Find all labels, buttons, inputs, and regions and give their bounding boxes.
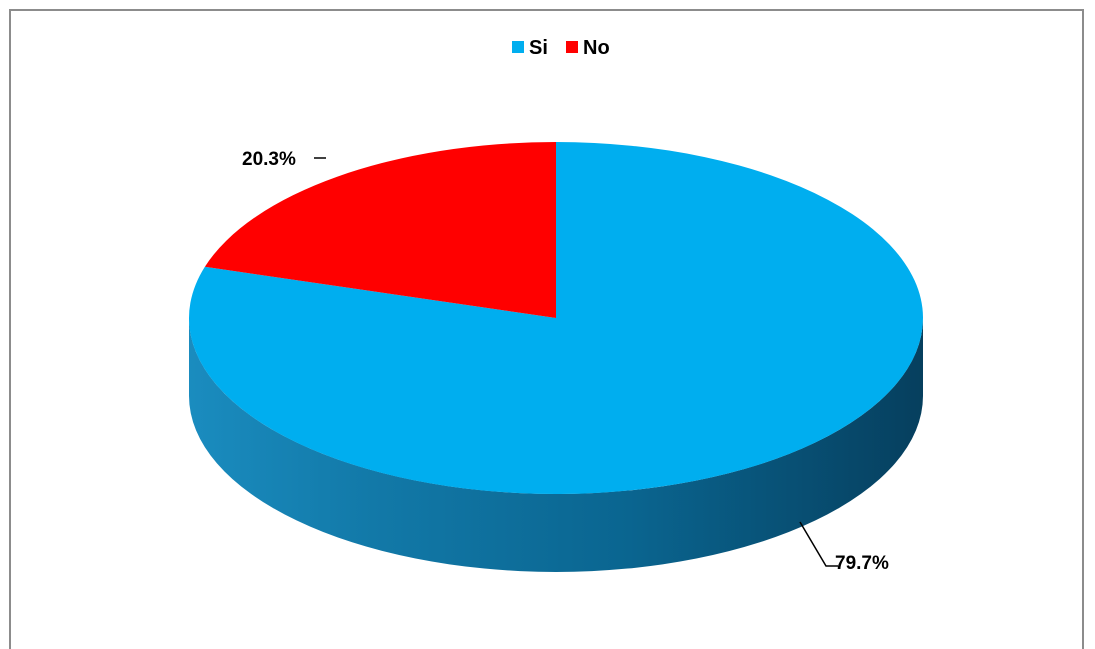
pie-slice-si bbox=[189, 142, 923, 495]
data-labels: 20.3% 79.7% bbox=[242, 149, 889, 574]
legend: Si No bbox=[512, 37, 610, 59]
data-label-no: 20.3% bbox=[242, 149, 296, 170]
legend-label-si: Si bbox=[529, 37, 548, 59]
data-label-si: 79.7% bbox=[835, 553, 889, 574]
pie-body bbox=[189, 142, 923, 572]
pie-side-si bbox=[189, 318, 923, 572]
legend-swatch-no bbox=[566, 41, 578, 53]
leader-line-si bbox=[799, 521, 838, 567]
pie-slice-no bbox=[204, 142, 557, 318]
legend-label-no: No bbox=[583, 37, 610, 59]
legend-swatch-si bbox=[512, 41, 524, 53]
